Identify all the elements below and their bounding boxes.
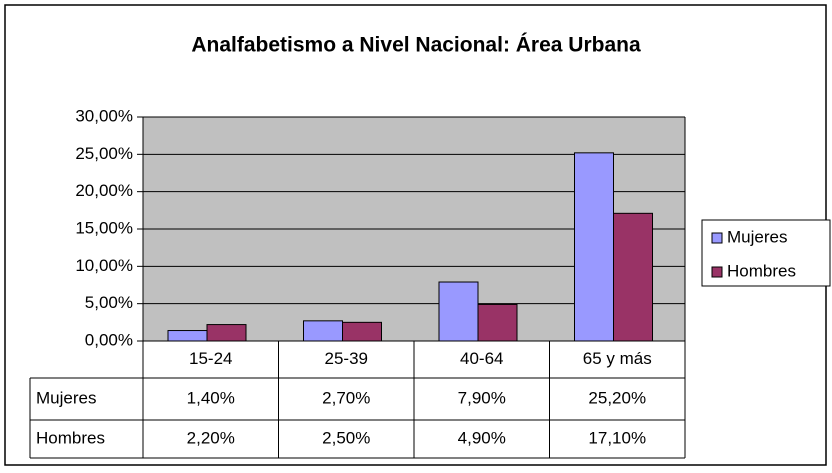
table-cell: 25,20% [588, 388, 646, 407]
table-cell: 2,70% [322, 388, 370, 407]
y-tick-label: 5,00% [85, 293, 133, 312]
bar [303, 320, 343, 342]
table-cell: 1,40% [187, 388, 235, 407]
bar [574, 152, 614, 342]
legend-label: Hombres [727, 261, 796, 280]
x-tick-label: 40-64 [460, 349, 503, 368]
table-row-label: Hombres [36, 428, 105, 447]
legend-box [701, 219, 831, 287]
y-tick-label: 0,00% [85, 330, 133, 349]
legend-swatch [711, 266, 723, 278]
bar [438, 281, 479, 342]
y-tick-label: 30,00% [75, 106, 133, 125]
legend-swatch [711, 232, 723, 244]
table-row-label: Mujeres [36, 388, 96, 407]
table-cell: 17,10% [588, 428, 646, 447]
bar [167, 330, 208, 342]
table-cell: 2,50% [322, 428, 370, 447]
y-tick-label: 15,00% [75, 218, 133, 237]
bar [206, 324, 247, 342]
x-tick-label: 15-24 [189, 349, 232, 368]
table-cell: 2,20% [187, 428, 235, 447]
x-tick-label: 25-39 [325, 349, 368, 368]
chart-title: Analfabetismo a Nivel Nacional: Área Urb… [191, 34, 641, 57]
bar [477, 303, 518, 342]
y-tick-label: 20,00% [75, 181, 133, 200]
bar [342, 321, 382, 342]
bar [613, 212, 653, 342]
x-tick-label: 65 y más [583, 349, 652, 368]
y-tick-label: 10,00% [75, 256, 133, 275]
table-cell: 4,90% [458, 428, 506, 447]
legend-label: Mujeres [727, 227, 787, 246]
table-cell: 7,90% [458, 388, 506, 407]
y-tick-label: 25,00% [75, 144, 133, 163]
